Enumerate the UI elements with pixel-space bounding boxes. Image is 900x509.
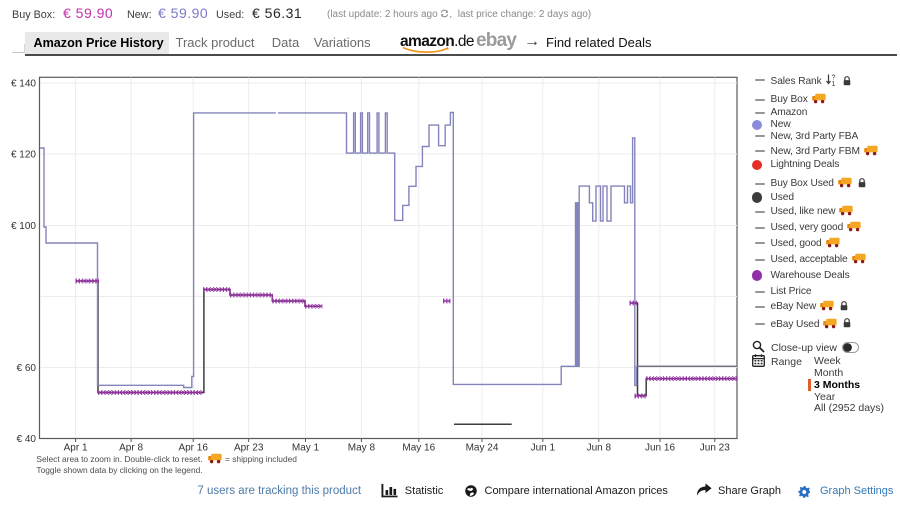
svg-text:€ 40: € 40 [17,434,37,445]
svg-text:?: ? [831,75,835,82]
svg-text:€ 100: € 100 [11,221,36,232]
svg-text:Jun 23: Jun 23 [700,443,730,454]
svg-text:May 24: May 24 [466,443,499,454]
svg-text:= shipping included: = shipping included [225,454,297,464]
svg-text:€ 120: € 120 [11,150,36,161]
svg-text:Jun 8: Jun 8 [587,443,612,454]
svg-text:May 16: May 16 [402,443,435,454]
svg-text:Apr 8: Apr 8 [119,443,143,454]
svg-text:Toggle shown data by clicking: Toggle shown data by clicking on the leg… [36,465,202,475]
svg-text:May 1: May 1 [292,443,320,454]
svg-text:Jun 16: Jun 16 [645,443,675,454]
svg-text:Apr 23: Apr 23 [234,443,264,454]
svg-text:Jun 1: Jun 1 [531,443,556,454]
svg-text:Select area to zoom in. Double: Select area to zoom in. Double-click to … [36,454,202,464]
svg-text:1: 1 [831,81,835,86]
svg-text:€ 140: € 140 [11,79,36,90]
svg-text:May 8: May 8 [348,443,376,454]
svg-text:Apr 1: Apr 1 [64,443,88,454]
svg-text:Apr 16: Apr 16 [178,443,208,454]
svg-text:€ 60: € 60 [17,363,37,374]
